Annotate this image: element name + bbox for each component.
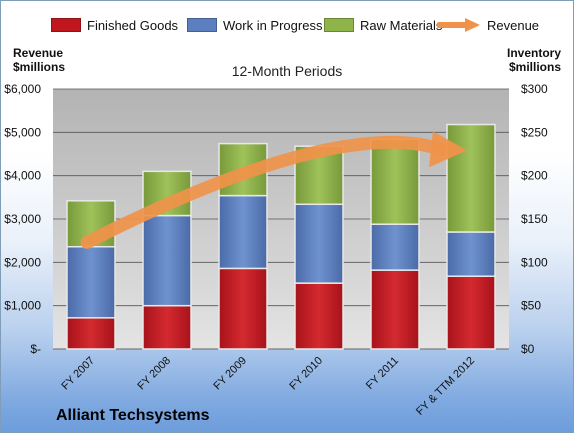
right-axis-title-line1: Inventory (506, 46, 561, 60)
bar-work-in-progress (66, 245, 116, 319)
legend-swatch-work-in-progress (187, 18, 217, 32)
legend-label-finished-goods: Finished Goods (87, 17, 179, 33)
left-tick-label: $5,000 (4, 125, 41, 139)
right-tick-label: $200 (521, 169, 548, 183)
revenue-arrow-line (80, 135, 448, 249)
left-axis-title-line1: Revenue (13, 46, 64, 60)
left-tick-label: $3,000 (4, 212, 41, 226)
legend: Finished Goods Work in Progress Raw Mate… (1, 14, 573, 36)
revenue-arrow-head (429, 131, 467, 168)
left-axis-title-line2: $millions (13, 60, 66, 74)
bar-finished-goods (66, 317, 116, 350)
x-tick-label: FY 2007 (59, 355, 97, 393)
legend-label-raw-materials: Raw Materials (360, 17, 443, 33)
left-tick-label: $6,000 (4, 82, 41, 96)
company-name: Alliant Techsystems (56, 407, 210, 424)
right-axis-title: Inventory $millions (507, 46, 561, 74)
x-tick-label: FY 2010 (287, 355, 325, 393)
legend-swatch-finished-goods (51, 18, 81, 32)
legend-item-finished-goods: Finished Goods (51, 14, 178, 36)
bar-work-in-progress (446, 231, 496, 277)
bar-finished-goods (142, 304, 192, 350)
right-tick-label: $0 (521, 342, 535, 356)
legend-label-work-in-progress: Work in Progress (223, 17, 323, 33)
legend-label-revenue: Revenue (487, 17, 540, 33)
legend-item-raw-materials: Raw Materials (324, 14, 442, 36)
legend-swatch-raw-materials (324, 18, 354, 32)
right-tick-label: $300 (521, 82, 548, 96)
x-tick-label: FY 2011 (364, 355, 401, 392)
bar-work-in-progress (370, 223, 420, 271)
right-tick-label: $250 (521, 125, 548, 139)
bar-finished-goods (218, 267, 268, 350)
left-tick-label: $4,000 (4, 169, 41, 183)
legend-item-revenue: Revenue (437, 14, 539, 36)
bar-work-in-progress (218, 194, 268, 270)
x-tick-label: FY 2008 (135, 355, 173, 393)
bar-finished-goods (294, 282, 344, 350)
left-tick-label: $- (30, 342, 41, 356)
bar-raw-materials (370, 138, 420, 225)
legend-item-work-in-progress: Work in Progress (187, 14, 322, 36)
legend-arrow-icon (437, 18, 480, 32)
left-tick-label: $1,000 (4, 299, 41, 313)
right-axis-title-line2: $millions (508, 60, 561, 74)
right-tick-label: $150 (521, 212, 548, 226)
bar-finished-goods (370, 269, 420, 350)
right-tick-label: $50 (521, 299, 541, 313)
bar-finished-goods (446, 275, 496, 350)
bar-raw-materials (446, 123, 496, 233)
x-tick-label: FY 2009 (211, 355, 249, 393)
bar-work-in-progress (142, 214, 192, 307)
right-tick-label: $100 (521, 255, 548, 269)
left-axis-title: Revenue $millions (13, 46, 65, 74)
x-tick-label: FY & TTM 2012 (414, 355, 477, 418)
left-tick-label: $2,000 (4, 255, 41, 269)
chart-title: 12-Month Periods (231, 63, 343, 79)
bar-work-in-progress (294, 203, 344, 284)
